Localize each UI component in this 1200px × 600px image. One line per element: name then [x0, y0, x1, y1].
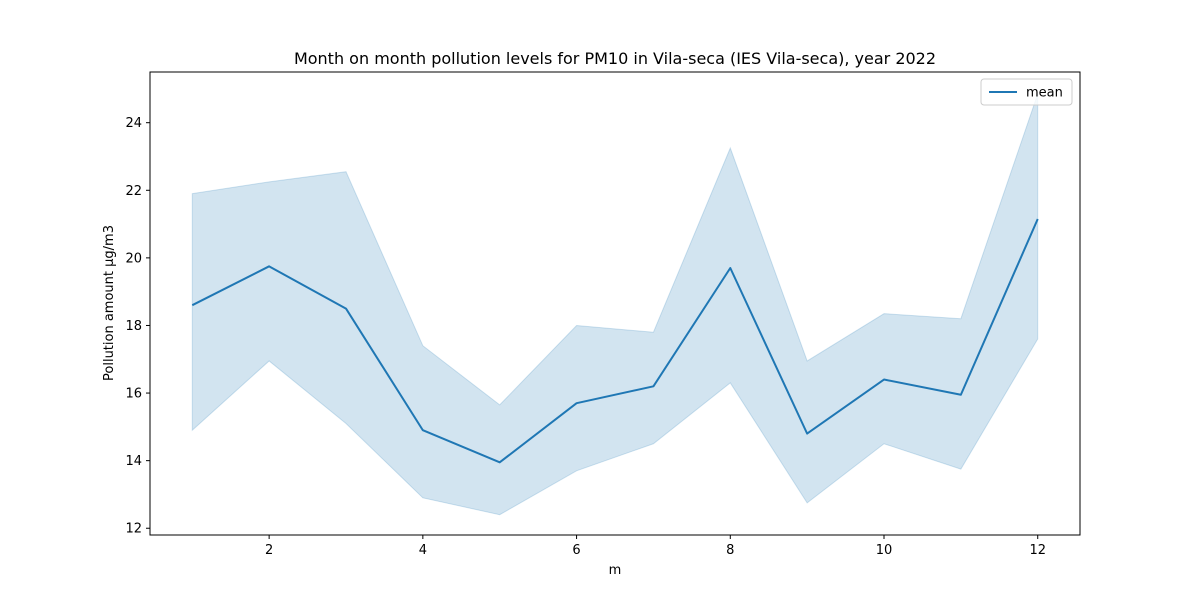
x-axis-label: m: [609, 563, 622, 578]
x-tick-label: 2: [265, 543, 273, 558]
y-tick-label: 22: [125, 184, 142, 199]
y-tick-label: 24: [125, 116, 142, 131]
x-tick-label: 10: [876, 543, 893, 558]
y-tick-label: 12: [125, 522, 142, 537]
y-tick-label: 18: [125, 319, 142, 334]
legend: mean: [980, 78, 1073, 106]
x-tick-label: 12: [1029, 543, 1046, 558]
x-tick-label: 8: [726, 543, 734, 558]
confidence-band: [191, 93, 1039, 516]
y-tick-label: 14: [125, 454, 142, 469]
y-axis-label: Pollution amount µg/m3: [102, 225, 117, 381]
legend-entry-label: mean: [1026, 86, 1063, 101]
series-line-mean: [191, 218, 1039, 464]
x-tick-label: 6: [572, 543, 580, 558]
x-tick-label: 4: [419, 543, 427, 558]
y-tick-label: 16: [125, 387, 142, 402]
chart-title: Month on month pollution levels for PM10…: [294, 49, 936, 68]
legend-box: [980, 78, 1073, 106]
axes-frame: [149, 71, 1081, 536]
y-tick-label: 20: [125, 251, 142, 266]
